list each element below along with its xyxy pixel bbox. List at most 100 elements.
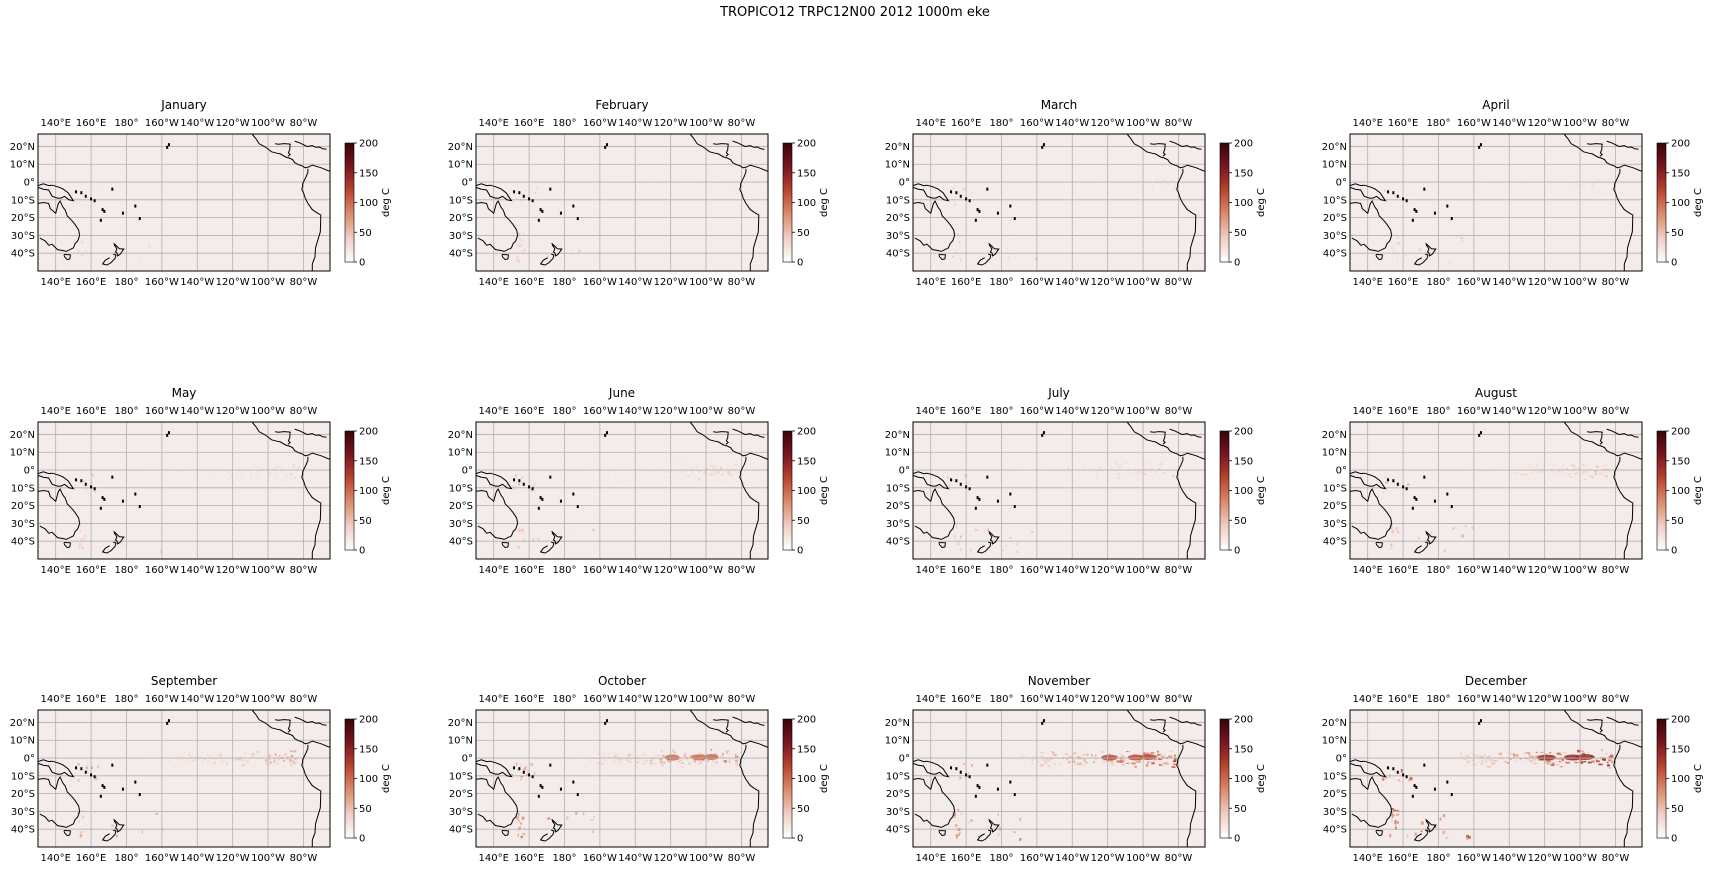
lat-tick-label: 30°S [1323, 519, 1347, 530]
coastline [294, 716, 327, 726]
island [528, 197, 531, 201]
island [167, 431, 170, 435]
lat-tick-label: 30°S [11, 231, 35, 242]
lon-tick-label-top: 80°W [290, 694, 318, 705]
colorbar-label: deg C [381, 188, 392, 217]
island [1411, 794, 1414, 798]
lon-tick-label-top: 160°E [514, 118, 544, 129]
lat-tick-label: 30°S [886, 519, 910, 530]
lon-tick-label-bottom: 180° [552, 853, 576, 864]
coastline [976, 253, 992, 266]
island [1392, 479, 1395, 483]
island [513, 190, 516, 194]
island [959, 770, 962, 774]
coastline [713, 143, 729, 157]
island [976, 496, 979, 500]
colorbar [1219, 142, 1230, 263]
coastline [1375, 254, 1383, 261]
island [1433, 787, 1436, 791]
lon-tick-label-top: 120°W [216, 118, 250, 129]
island [541, 785, 544, 789]
island [605, 143, 608, 147]
lon-tick-label-top: 180° [552, 406, 576, 417]
coastline [1126, 134, 1205, 172]
island [1387, 766, 1390, 770]
lat-tick-label: 10°N [10, 736, 35, 747]
coastline [301, 456, 322, 559]
lon-tick-label-top: 180° [1426, 118, 1450, 129]
lon-tick-label-top: 180° [1426, 406, 1450, 417]
island [974, 218, 977, 222]
lon-tick-label-top: 140°W [180, 406, 214, 417]
island [539, 496, 542, 500]
lon-tick-label-bottom: 180° [989, 565, 1013, 576]
lon-tick-label-top: 140°W [180, 694, 214, 705]
lon-tick-label-top: 160°E [1388, 406, 1418, 417]
coastline [938, 830, 946, 837]
lon-tick-label-bottom: 80°W [728, 277, 756, 288]
coastline [1613, 744, 1634, 847]
lat-tick-label: 30°S [1323, 231, 1347, 242]
lon-tick-label-bottom: 100°W [251, 277, 285, 288]
island [549, 187, 552, 191]
island [101, 784, 104, 788]
lat-tick-label: 10°N [885, 160, 910, 171]
coastline [101, 253, 117, 266]
island [101, 208, 104, 212]
colorbar-label: deg C [381, 476, 392, 505]
colorbar-tick-label: 150 [1234, 168, 1253, 179]
map-panel: December 140°E 140°E 160°E 160°E 180° 180° 160°… [1322, 674, 1704, 864]
lon-tick-label-bottom: 140°W [180, 853, 214, 864]
lon-tick-label-top: 140°E [478, 406, 508, 417]
island [1433, 211, 1436, 215]
coastline [913, 183, 950, 202]
island [103, 785, 106, 789]
lon-tick-label-bottom: 140°E [40, 853, 70, 864]
colorbar-label: deg C [1693, 188, 1704, 217]
island [974, 794, 977, 798]
island [1392, 191, 1395, 195]
panel-title: February [595, 98, 648, 112]
coastline [539, 253, 555, 266]
panel-title: August [1475, 386, 1517, 400]
lon-tick-label-top: 80°W [1602, 694, 1630, 705]
island [950, 478, 953, 482]
lon-tick-label-top: 140°W [618, 118, 652, 129]
island [138, 793, 141, 797]
lat-tick-label: 10°N [448, 160, 473, 171]
colorbar [782, 430, 793, 551]
lat-tick-label: 10°N [1322, 160, 1347, 171]
coastline [501, 542, 509, 549]
colorbar-tick-label: 50 [359, 804, 372, 815]
island [1013, 793, 1016, 797]
colorbar-tick-label: 100 [1671, 198, 1690, 209]
lon-tick-label-top: 180° [552, 694, 576, 705]
lon-tick-label-bottom: 180° [114, 853, 138, 864]
lat-tick-label: 20°S [449, 789, 473, 800]
map-panel: November 140°E 140°E 160°E 160°E 180° 180° 160°… [885, 674, 1267, 864]
colorbar-tick-label: 50 [1234, 804, 1247, 815]
lon-tick-label-bottom: 140°W [618, 277, 652, 288]
lon-tick-label-bottom: 160°E [1388, 853, 1418, 864]
lon-tick-label-top: 140°E [1352, 406, 1382, 417]
island [1446, 492, 1449, 496]
lon-tick-label-bottom: 100°W [251, 853, 285, 864]
island [965, 773, 968, 777]
colorbar-tick-label: 50 [1671, 516, 1684, 527]
island [1479, 431, 1482, 435]
island [978, 209, 981, 213]
island [955, 479, 958, 483]
colorbar-label: deg C [1256, 188, 1267, 217]
island [111, 475, 114, 479]
coastline [1350, 200, 1393, 252]
coastline [301, 744, 322, 847]
lon-tick-label-bottom: 180° [989, 277, 1013, 288]
lon-tick-label-bottom: 140°E [478, 853, 508, 864]
coastline [63, 830, 71, 837]
lat-tick-label: 10°N [448, 448, 473, 459]
colorbar-tick-label: 200 [359, 715, 378, 726]
lat-tick-label: 20°S [11, 501, 35, 512]
lon-tick-label-bottom: 160°W [145, 853, 179, 864]
island [1415, 497, 1418, 501]
lat-tick-label: 20°N [885, 142, 910, 153]
